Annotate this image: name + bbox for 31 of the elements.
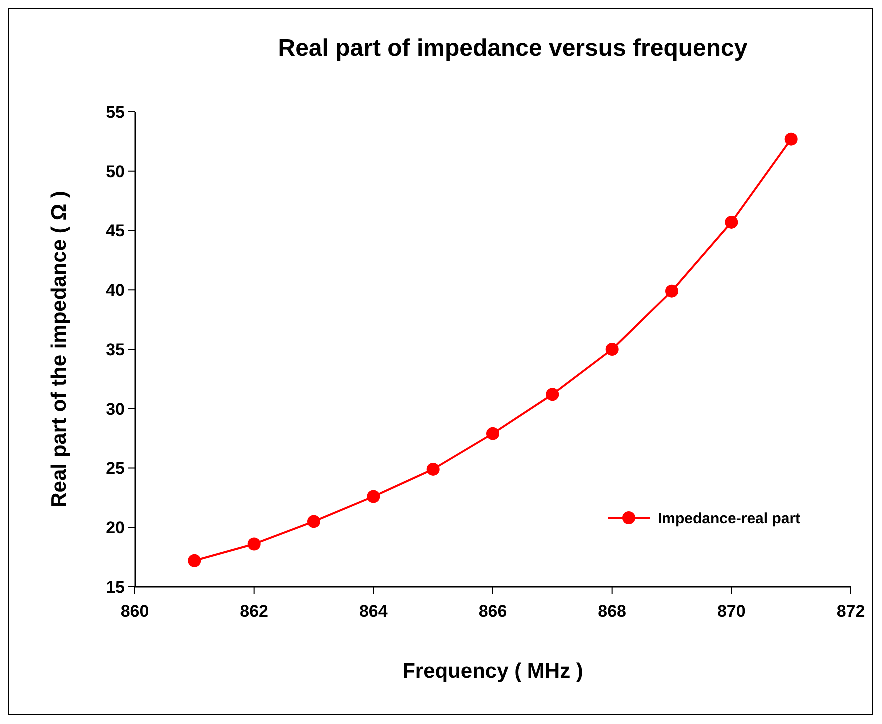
point [248, 538, 261, 551]
y-tick-label: 25 [106, 459, 125, 478]
y-tick-label: 45 [106, 222, 125, 241]
y-tick-label: 15 [106, 578, 125, 597]
x-tick-label: 864 [359, 602, 388, 621]
x-tick-label: 870 [717, 602, 746, 621]
legend-label: Impedance-real part [658, 510, 801, 528]
y-tick-label: 50 [106, 162, 125, 182]
point [606, 343, 619, 356]
x-tick-label: 866 [478, 602, 508, 621]
x-tick-label: 862 [240, 602, 269, 621]
x-tick-label: 868 [598, 602, 627, 621]
point [725, 216, 738, 229]
point [188, 554, 202, 568]
x-tick-label: 872 [836, 602, 866, 621]
y-tick-label: 20 [106, 518, 125, 538]
x-tick-label: 860 [120, 602, 150, 621]
point [308, 515, 320, 528]
y-axis-title: Real part of the impedance ( Ω ) [48, 191, 71, 508]
point [666, 284, 678, 298]
point [546, 388, 560, 402]
chart-title: Real part of impedance versus frequency [278, 35, 748, 62]
y-tick-label: 40 [106, 281, 125, 300]
x-axis-title: Frequency ( MHz ) [402, 660, 584, 683]
point [426, 462, 440, 476]
point [486, 427, 500, 440]
y-tick-label: 30 [106, 400, 125, 419]
point [367, 490, 380, 504]
y-tick-label: 35 [106, 340, 125, 360]
point [784, 132, 798, 146]
y-tick-label: 55 [106, 102, 125, 122]
